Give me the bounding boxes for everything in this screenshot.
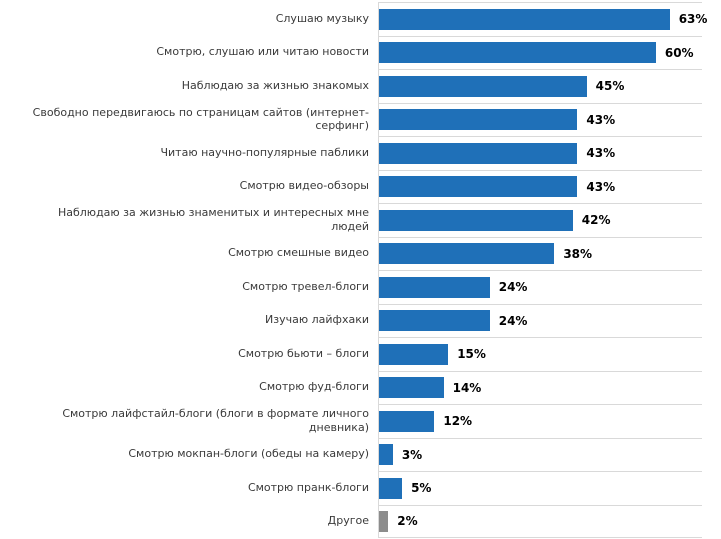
chart-row: Смотрю пранк-блоги 5% [0,471,721,505]
category-label: Наблюдаю за жизнью знакомых [181,78,369,92]
category-label-cell: Смотрю тревел-блоги [0,270,378,304]
category-label-cell: Изучаю лайфхаки [0,304,378,338]
bar [379,75,587,97]
bar [379,477,403,499]
category-label: Слушаю музыку [275,11,369,25]
value-label: 43% [586,112,616,127]
value-label: 38% [563,246,593,261]
category-label: Другое [327,514,369,528]
chart-row: Наблюдаю за жизнью знакомых 45% [0,69,721,103]
category-label-cell: Наблюдаю за жизнью знаменитых и интересн… [0,203,378,237]
category-label: Смотрю мокпан-блоги (обеды на камеру) [128,447,369,461]
chart-row: Наблюдаю за жизнью знаменитых и интересн… [0,203,721,237]
chart-row: Смотрю видео-обзоры 43% [0,169,721,204]
category-label: Смотрю видео-обзоры [239,179,369,193]
category-label-cell: Смотрю, слушаю или читаю новости [0,36,378,70]
chart-row: Слушаю музыку 63% [0,2,721,36]
chart-row: Читаю научно-популярные паблики 43% [0,136,721,170]
bar [379,444,393,466]
bar [379,142,578,164]
bar [379,276,490,298]
chart-row: Смотрю мокпан-блоги (обеды на камеру) 3% [0,437,721,472]
value-label: 63% [678,12,708,27]
bar [379,243,555,265]
chart-row: Свободно передвигаюсь по страницам сайто… [0,102,721,137]
category-label-cell: Смотрю видео-обзоры [0,170,378,204]
bar-cell: 63% [378,2,707,36]
bar-cell: 38% [378,236,702,270]
bar [379,8,670,30]
bar [379,176,578,198]
category-label: Читаю научно-популярные паблики [160,145,369,159]
category-label-cell: Смотрю мокпан-блоги (обеды на камеру) [0,438,378,472]
category-label: Смотрю смешные видео [228,246,369,260]
category-label-cell: Смотрю фуд-блоги [0,371,378,405]
category-label-cell: Читаю научно-популярные паблики [0,136,378,170]
bar-cell: 43% [378,136,702,170]
value-label: 2% [397,514,418,529]
value-label: 15% [457,347,486,362]
value-label: 45% [595,79,625,94]
category-label-cell: Свободно передвигаюсь по страницам сайто… [0,103,378,137]
bar [379,109,578,131]
bar [379,510,389,532]
bar-cell: 43% [378,102,702,136]
category-label-cell: Смотрю смешные видео [0,237,378,271]
bar-cell: 24% [378,270,702,304]
value-label: 14% [452,380,482,395]
chart-row: Смотрю фуд-блоги 14% [0,370,721,405]
bar-cell: 14% [378,370,702,404]
value-label: 60% [664,45,694,60]
category-label: Смотрю тревел-блоги [242,279,369,293]
category-label-cell: Другое [0,505,378,539]
bar-cell: 42% [378,203,702,237]
category-label-cell: Смотрю пранк-блоги [0,471,378,505]
value-label: 12% [443,414,473,429]
value-label: 5% [411,481,432,496]
category-label-cell: Наблюдаю за жизнью знакомых [0,69,378,103]
bar [379,410,435,432]
value-label: 24% [498,313,528,328]
bar [379,377,444,399]
category-label-cell: Слушаю музыку [0,2,378,36]
bar-cell: 24% [378,303,702,337]
chart-row: Изучаю лайфхаки 24% [0,303,721,338]
chart-row: Смотрю смешные видео 38% [0,236,721,271]
value-label: 3% [401,447,423,462]
chart-row: Смотрю лайфстайл-блоги (блоги в формате … [0,404,721,438]
value-label: 43% [586,146,616,161]
bar-cell: 15% [378,337,702,371]
bar [379,343,449,365]
chart-row: Смотрю тревел-блоги 24% [0,270,721,304]
value-label: 24% [498,280,528,295]
chart-row: Смотрю, слушаю или читаю новости 60% [0,35,721,70]
category-label: Смотрю бьюти – блоги [238,346,369,360]
category-label: Свободно передвигаюсь по страницам сайто… [32,105,369,133]
bar [379,42,656,64]
bar [379,310,490,332]
category-label: Смотрю лайфстайл-блоги (блоги в формате … [62,407,369,434]
value-label: 42% [581,213,611,228]
value-label: 43% [586,179,616,194]
bar-cell: 43% [378,169,702,203]
bar [379,209,573,231]
bar-cell: 60% [378,35,702,69]
category-label-cell: Смотрю лайфстайл-блоги (блоги в формате … [0,404,378,438]
category-label-cell: Смотрю бьюти – блоги [0,337,378,371]
category-label: Изучаю лайфхаки [265,313,369,327]
bar-cell: 45% [378,69,702,103]
chart-row: Смотрю бьюти – блоги 15% [0,337,721,371]
category-label: Смотрю фуд-блоги [259,380,369,394]
category-label: Смотрю, слушаю или читаю новости [156,45,369,59]
category-label: Смотрю пранк-блоги [247,480,369,494]
chart-row: Другое 2% [0,504,721,539]
bar-cell: 2% [378,504,702,538]
category-label: Наблюдаю за жизнью знаменитых и интересн… [57,206,369,233]
bar-cell: 3% [378,437,702,471]
bar-cell: 5% [378,471,702,505]
bar-cell: 12% [378,404,702,438]
